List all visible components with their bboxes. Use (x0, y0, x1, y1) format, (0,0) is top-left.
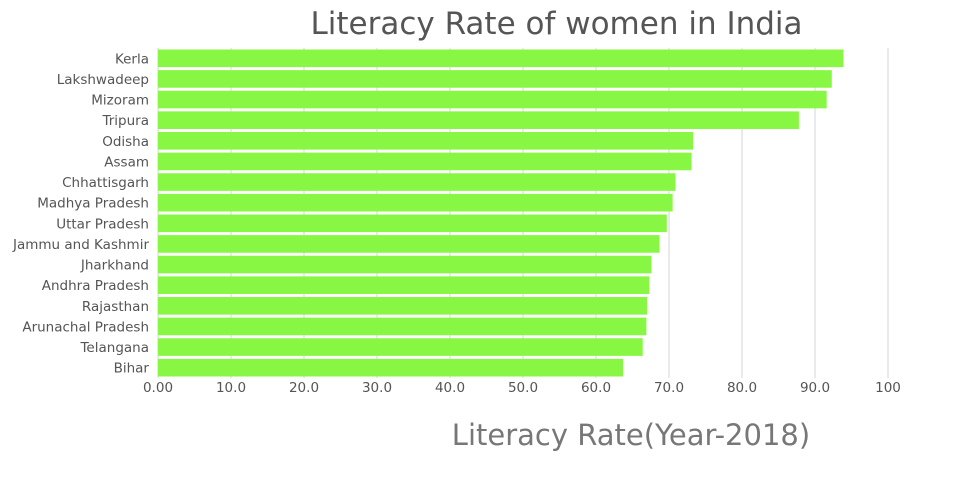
x-tick-label: 100 (875, 380, 901, 396)
bar (158, 132, 694, 150)
x-tick-label: 70.0 (654, 380, 684, 396)
category-label: Jammu and Kashmir (12, 237, 149, 253)
category-label: Mizoram (91, 93, 149, 109)
category-label: Tripura (101, 113, 149, 129)
x-axis-title: Literacy Rate(Year-2018) (451, 418, 811, 452)
x-tick-label: 90.0 (800, 380, 830, 396)
category-labels: Kerla Lakshwadeep Mizoram Tripura Odisha Assa… (12, 51, 149, 376)
bar (158, 49, 844, 68)
bar (158, 297, 648, 315)
category-label: Andhra Pradesh (42, 278, 149, 294)
category-label: Bihar (114, 361, 150, 377)
x-tick-label: 0.00 (143, 380, 173, 396)
bar (158, 173, 676, 191)
bar (158, 70, 832, 88)
bar (158, 255, 652, 274)
chart-title: Literacy Rate of women in India (310, 6, 803, 42)
bar (158, 338, 643, 356)
category-label: Rajasthan (82, 299, 149, 315)
x-tick-label: 10.0 (216, 380, 246, 396)
category-label: Odisha (102, 134, 149, 150)
category-label: Lakshwadeep (57, 72, 149, 88)
bar (158, 214, 667, 233)
bar (158, 111, 799, 129)
category-label: Madhya Pradesh (37, 196, 149, 212)
category-label: Telangana (79, 340, 149, 356)
category-label: Assam (104, 154, 149, 170)
bar (158, 358, 624, 377)
bar (158, 235, 660, 253)
x-tick-labels: 0.00 10.0 20.0 30.0 40.0 50.0 60.0 70.0 80.0 90.0… (143, 380, 901, 396)
x-tick-label: 30.0 (362, 380, 392, 396)
bar (158, 317, 647, 336)
bar (158, 276, 650, 294)
x-tick-label: 40.0 (435, 380, 465, 396)
x-tick-label: 50.0 (508, 380, 538, 396)
category-label: Jharkhand (80, 258, 149, 274)
x-tick-label: 60.0 (581, 380, 611, 396)
bar (158, 152, 692, 171)
bars (158, 49, 844, 377)
category-label: Chhattisgarh (62, 175, 149, 191)
category-label: Arunachal Pradesh (22, 319, 149, 335)
x-tick-label: 20.0 (289, 380, 319, 396)
x-tick-label: 80.0 (727, 380, 757, 396)
category-label: Uttar Pradesh (56, 216, 149, 232)
category-label: Kerla (115, 51, 149, 67)
bar (158, 90, 827, 109)
bar (158, 193, 673, 212)
